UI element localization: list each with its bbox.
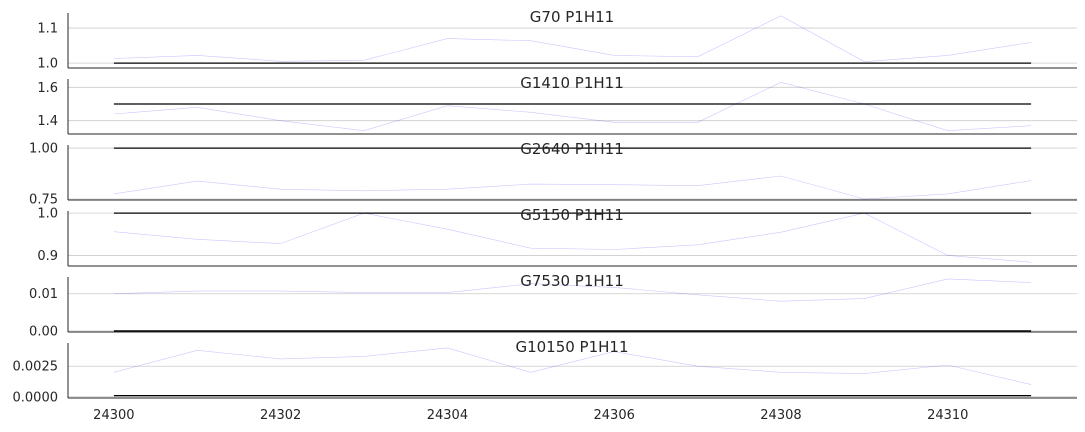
x-tick-label: 24306 [594, 408, 635, 423]
series-line [113, 81, 1032, 132]
x-tick-label: 24310 [927, 408, 968, 423]
y-tick-label: 1.4 [37, 114, 58, 129]
x-tick-label: 24308 [760, 408, 801, 423]
y-tick-label: 1.6 [37, 81, 58, 96]
series-line [113, 347, 1032, 385]
x-tick-label: 24304 [427, 408, 468, 423]
y-tick-label: 1.0 [37, 57, 58, 72]
panel-title: G5150 P1H11 [520, 206, 624, 224]
y-tick-label: 0.9 [37, 249, 58, 264]
y-tick-label: 0.01 [29, 287, 58, 302]
x-tick-label: 24302 [260, 408, 301, 423]
panel-title: G2640 P1H11 [520, 140, 624, 158]
y-tick-label: 0.75 [29, 192, 58, 207]
y-tick-label: 1.0 [37, 207, 58, 222]
panel-title: G70 P1H11 [530, 8, 614, 26]
series-line [113, 175, 1032, 200]
y-tick-label: 1.00 [29, 142, 58, 157]
y-tick-label: 0.0000 [13, 390, 59, 405]
y-tick-label: 0.00 [29, 324, 58, 339]
series-line [113, 278, 1032, 302]
series-line [113, 15, 1032, 63]
panel-title: G10150 P1H11 [515, 338, 628, 356]
series-line [113, 212, 1032, 263]
y-tick-label: 0.0025 [13, 360, 59, 375]
panel-title: G1410 P1H11 [520, 74, 624, 92]
panel-title: G7530 P1H11 [520, 272, 624, 290]
y-tick-label: 1.1 [37, 22, 58, 37]
x-tick-label: 24300 [93, 408, 134, 423]
